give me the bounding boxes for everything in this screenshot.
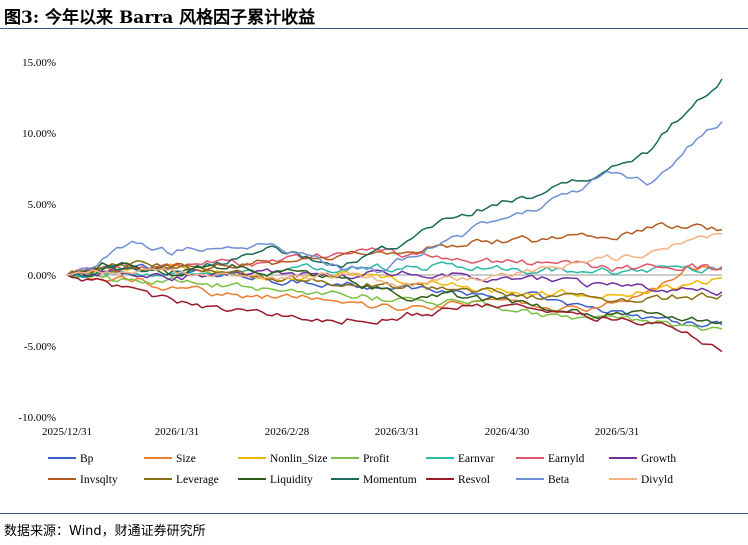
y-tick-label: 10.00%: [22, 128, 56, 140]
y-axis-tick-labels: 15.00% 10.00% 5.00% 0.00% -5.00% -10.00%: [18, 57, 56, 424]
legend-label: Liquidity: [270, 474, 313, 486]
series-line-earnyld: [66, 247, 723, 276]
legend-label: Growth: [641, 453, 676, 465]
legend-label: Earnvar: [458, 453, 495, 465]
series-line-momentum: [66, 78, 723, 278]
top-divider: [0, 28, 748, 29]
x-tick-label: 2026/5/31: [595, 426, 640, 438]
legend-label: Bp: [80, 453, 94, 465]
legend-item-profit: Profit: [331, 453, 390, 465]
y-tick-label: 5.00%: [28, 199, 56, 211]
series-line-size: [66, 265, 723, 313]
series-line-leverage: [66, 260, 723, 304]
legend-item-beta: Beta: [516, 474, 569, 486]
y-tick-label: -5.00%: [24, 341, 56, 353]
y-tick-label: 0.00%: [28, 270, 56, 282]
legend-label: Earnyld: [548, 453, 585, 465]
legend-label: Divyld: [641, 474, 673, 486]
legend-label: Beta: [548, 474, 569, 486]
legend-item-earnvar: Earnvar: [426, 453, 495, 465]
series-lines: [66, 78, 723, 353]
x-tick-label: 2026/3/31: [375, 426, 420, 438]
line-chart: 15.00% 10.00% 5.00% 0.00% -5.00% -10.00% 2025…: [18, 57, 723, 486]
legend-label: Nonlin_Size: [270, 453, 328, 465]
y-tick-label: -10.00%: [18, 412, 56, 424]
x-axis-tick-labels: 2025/12/31 2026/1/31 2026/2/28 2026/3/31 202…: [42, 426, 639, 438]
legend-item-earnyld: Earnyld: [516, 453, 585, 465]
x-tick-label: 2026/1/31: [155, 426, 200, 438]
series-line-growth: [66, 268, 723, 296]
legend-item-momentum: Momentum: [331, 474, 417, 486]
series-line-nonlin-size: [66, 263, 723, 299]
legend-item-growth: Growth: [609, 453, 676, 465]
legend-item-size: Size: [144, 453, 196, 465]
legend-label: Size: [176, 453, 196, 465]
legend-item-leverage: Leverage: [144, 474, 219, 486]
x-tick-label: 2026/2/28: [265, 426, 310, 438]
legend-item-divyld: Divyld: [609, 474, 673, 486]
series-line-profit: [66, 272, 723, 332]
y-tick-label: 15.00%: [22, 57, 56, 69]
legend-item-resvol: Resvol: [426, 474, 490, 486]
x-tick-label: 2026/4/30: [485, 426, 530, 438]
figure-title: 图3: 今年以来 Barra 风格因子累计收益: [4, 8, 316, 28]
legend-label: Profit: [363, 453, 390, 465]
legend-item-bp: Bp: [48, 453, 94, 465]
legend-label: Leverage: [176, 474, 219, 486]
series-line-invsqlty: [66, 221, 723, 276]
series-line-divyld: [66, 232, 723, 288]
legend-label: Momentum: [363, 474, 417, 486]
legend-item-invsqlty: Invsqlty: [48, 474, 118, 486]
legend-item-liquidity: Liquidity: [238, 474, 313, 486]
x-tick-label: 2025/12/31: [42, 426, 92, 438]
legend-label: Resvol: [458, 474, 490, 486]
bottom-divider: [0, 513, 748, 514]
legend-item-nonlin-size: Nonlin_Size: [238, 453, 328, 465]
series-line-beta: [66, 121, 723, 276]
series-line-liquidity: [66, 262, 723, 325]
data-source-note: 数据来源：Wind，财通证券研究所: [4, 524, 206, 539]
chart-legend: Bp Size Nonlin_Size Profit Earnvar Earnyld Gro…: [48, 453, 676, 486]
legend-label: Invsqlty: [80, 474, 118, 486]
series-line-resvol: [66, 274, 723, 353]
